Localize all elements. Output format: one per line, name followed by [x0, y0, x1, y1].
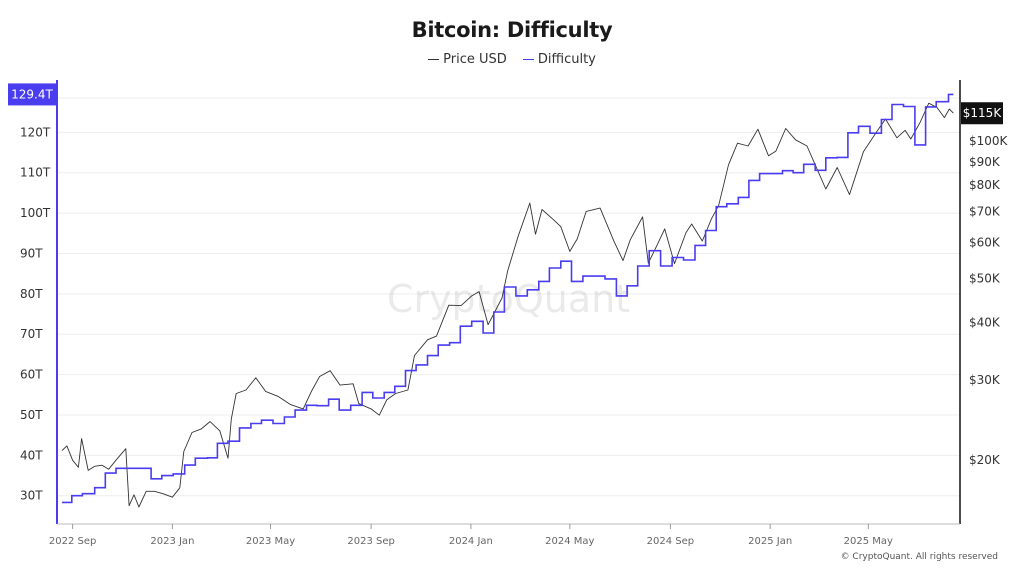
price-current-label: $115K: [963, 106, 1003, 120]
x-tick-label: 2023 Sep: [347, 536, 394, 547]
right-tick-label: $40K: [969, 316, 1001, 330]
right-axis-ticks: $20K $30K $40K $50K $60K $70K $80K $90K $100K: [969, 134, 1009, 467]
right-tick-label: $80K: [969, 178, 1001, 192]
right-tick-label: $30K: [969, 373, 1001, 387]
right-tick-label: $20K: [969, 453, 1001, 467]
price-current-badge: [961, 102, 1003, 125]
left-tick-label: 120T: [20, 125, 51, 139]
axes: [56, 80, 961, 525]
left-tick-label: 90T: [20, 246, 43, 260]
left-tick-label: 30T: [20, 489, 43, 503]
watermark: CryptoQuant: [387, 277, 630, 321]
legend-item-difficulty[interactable]: Difficulty: [522, 52, 596, 67]
x-tick-label: 2025 Jan: [748, 536, 792, 547]
left-tick-label: 110T: [20, 166, 51, 180]
left-tick-label: 50T: [20, 408, 43, 422]
current-value-badges: 129.4T $115K: [8, 83, 1003, 125]
copyright-notice: © CryptoQuant. All rights reserved: [840, 552, 998, 562]
x-tick-label: 2023 May: [246, 536, 295, 547]
left-tick-label: 40T: [20, 448, 43, 462]
price-line: [61, 102, 954, 508]
left-axis-ticks: 30T 40T 50T 60T 70T 80T 90T 100T 110T 120T: [20, 125, 51, 502]
legend-item-price[interactable]: Price USD: [428, 52, 507, 67]
right-tick-label: $50K: [969, 271, 1001, 285]
right-tick-label: $100K: [969, 134, 1009, 148]
right-tick-label: $60K: [969, 235, 1001, 249]
series-lines: [61, 93, 954, 508]
difficulty-current-label: 129.4T: [11, 87, 53, 101]
left-tick-label: 100T: [20, 206, 51, 220]
x-tick-label: 2024 Jan: [449, 536, 493, 547]
x-tick-label: 2025 May: [844, 536, 893, 547]
legend-swatch-price: [428, 59, 440, 60]
x-tick-label: 2024 Sep: [647, 536, 694, 547]
difficulty-current-badge: [8, 83, 56, 106]
difficulty-line: [62, 93, 954, 504]
legend-label-price: Price USD: [443, 52, 507, 67]
grid-lines: [57, 97, 960, 497]
legend-swatch-difficulty: [522, 59, 534, 60]
x-tick-label: 2024 May: [545, 536, 594, 547]
x-tick-label: 2022 Sep: [49, 536, 96, 547]
left-tick-label: 80T: [20, 287, 43, 301]
left-tick-label: 70T: [20, 327, 43, 341]
left-tick-label: 60T: [20, 368, 43, 382]
chart-legend: Price USD Difficulty: [0, 49, 1024, 67]
chart-title: Bitcoin: Difficulty: [411, 18, 613, 42]
right-tick-label: $90K: [969, 155, 1001, 169]
legend-label-difficulty: Difficulty: [537, 52, 596, 67]
x-tick-label: 2023 Jan: [150, 536, 194, 547]
right-tick-label: $70K: [969, 205, 1001, 219]
x-axis-ticks: 2022 Sep 2023 Jan 2023 May 2023 Sep 2024 Jan…: [49, 524, 893, 547]
